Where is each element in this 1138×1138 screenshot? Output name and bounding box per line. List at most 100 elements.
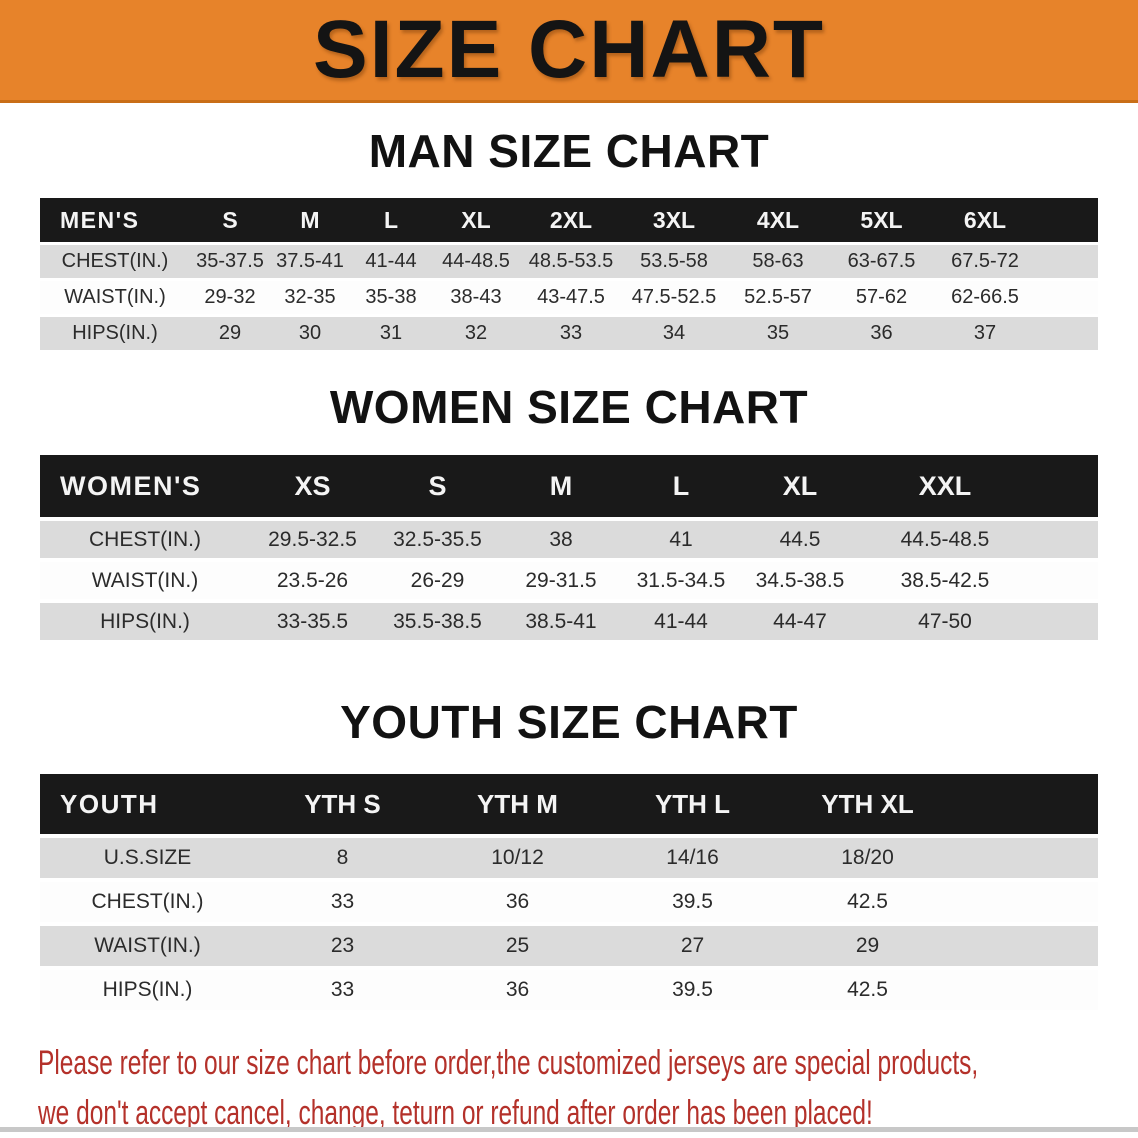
value-cell: 29 <box>190 317 270 350</box>
value-cell: 29.5-32.5 <box>250 521 375 558</box>
row-label: CHEST(IN.) <box>40 882 255 922</box>
value-cell: 29-31.5 <box>500 562 622 599</box>
value-cell: 41-44 <box>622 603 740 640</box>
size-header: 2XL <box>520 198 622 242</box>
spacer-cell <box>955 838 1098 878</box>
value-cell: 38-43 <box>432 281 520 314</box>
value-cell: 35-38 <box>350 281 432 314</box>
youth-section-heading: YOUTH SIZE CHART <box>340 696 798 748</box>
value-cell: 33 <box>255 882 430 922</box>
value-cell: 14/16 <box>605 838 780 878</box>
men-size-table: MEN'S S M L XL 2XL 3XL 4XL 5XL 6XL CHEST… <box>40 195 1098 353</box>
value-cell: 32 <box>432 317 520 350</box>
row-label: HIPS(IN.) <box>40 970 255 1010</box>
table-row: WAIST(IN.) 23 25 27 29 <box>40 926 1098 966</box>
size-header: S <box>375 455 500 517</box>
value-cell: 44.5-48.5 <box>860 521 1030 558</box>
spacer-cell <box>1030 455 1098 517</box>
size-header: 6XL <box>933 198 1037 242</box>
value-cell: 33 <box>255 970 430 1010</box>
value-cell: 57-62 <box>830 281 933 314</box>
value-cell: 44-48.5 <box>432 245 520 278</box>
value-cell: 27 <box>605 926 780 966</box>
value-cell: 33-35.5 <box>250 603 375 640</box>
value-cell: 10/12 <box>430 838 605 878</box>
value-cell: 36 <box>430 882 605 922</box>
table-row: CHEST(IN.) 29.5-32.5 32.5-35.5 38 41 44.… <box>40 521 1098 558</box>
disclaimer-note: Please refer to our size chart before or… <box>38 1038 1138 1138</box>
value-cell: 26-29 <box>375 562 500 599</box>
value-cell: 18/20 <box>780 838 955 878</box>
row-label: WAIST(IN.) <box>40 926 255 966</box>
page-title: SIZE CHART <box>313 4 825 95</box>
table-row: HIPS(IN.) 29 30 31 32 33 34 35 36 37 <box>40 317 1098 350</box>
table-row: HIPS(IN.) 33-35.5 35.5-38.5 38.5-41 41-4… <box>40 603 1098 640</box>
value-cell: 23 <box>255 926 430 966</box>
women-corner-label: WOMEN'S <box>40 455 250 517</box>
value-cell: 63-67.5 <box>830 245 933 278</box>
value-cell: 30 <box>270 317 350 350</box>
row-label: CHEST(IN.) <box>40 521 250 558</box>
size-header: XL <box>432 198 520 242</box>
men-header-row: MEN'S S M L XL 2XL 3XL 4XL 5XL 6XL <box>40 198 1098 242</box>
value-cell: 52.5-57 <box>726 281 830 314</box>
spacer-cell <box>1030 562 1098 599</box>
value-cell: 32.5-35.5 <box>375 521 500 558</box>
value-cell: 32-35 <box>270 281 350 314</box>
spacer-cell <box>955 970 1098 1010</box>
spacer-cell <box>1037 317 1098 350</box>
women-section-heading: WOMEN SIZE CHART <box>329 381 809 433</box>
value-cell: 23.5-26 <box>250 562 375 599</box>
value-cell: 38.5-42.5 <box>860 562 1030 599</box>
value-cell: 37.5-41 <box>270 245 350 278</box>
value-cell: 33 <box>520 317 622 350</box>
spacer-cell <box>955 926 1098 966</box>
value-cell: 35.5-38.5 <box>375 603 500 640</box>
size-header: XL <box>740 455 860 517</box>
disclaimer-line-1: Please refer to our size chart before or… <box>38 1044 979 1082</box>
size-header: YTH XL <box>780 774 955 834</box>
spacer-cell <box>1037 198 1098 242</box>
disclaimer-line-2: we don't accept cancel, change, teturn o… <box>38 1094 873 1132</box>
value-cell: 36 <box>430 970 605 1010</box>
row-label: CHEST(IN.) <box>40 245 190 278</box>
value-cell: 35-37.5 <box>190 245 270 278</box>
row-label: WAIST(IN.) <box>40 281 190 314</box>
size-header: YTH M <box>430 774 605 834</box>
value-cell: 29 <box>780 926 955 966</box>
value-cell: 67.5-72 <box>933 245 1037 278</box>
value-cell: 42.5 <box>780 970 955 1010</box>
table-row: CHEST(IN.) 35-37.5 37.5-41 41-44 44-48.5… <box>40 245 1098 278</box>
youth-size-table: YOUTH YTH S YTH M YTH L YTH XL U.S.SIZE … <box>40 770 1098 1014</box>
row-label: HIPS(IN.) <box>40 603 250 640</box>
value-cell: 37 <box>933 317 1037 350</box>
size-header: M <box>270 198 350 242</box>
value-cell: 53.5-58 <box>622 245 726 278</box>
value-cell: 34.5-38.5 <box>740 562 860 599</box>
value-cell: 47.5-52.5 <box>622 281 726 314</box>
size-header: S <box>190 198 270 242</box>
value-cell: 34 <box>622 317 726 350</box>
value-cell: 29-32 <box>190 281 270 314</box>
value-cell: 44-47 <box>740 603 860 640</box>
value-cell: 38 <box>500 521 622 558</box>
table-row: WAIST(IN.) 23.5-26 26-29 29-31.5 31.5-34… <box>40 562 1098 599</box>
size-header: L <box>350 198 432 242</box>
spacer-cell <box>955 774 1098 834</box>
youth-header-row: YOUTH YTH S YTH M YTH L YTH XL <box>40 774 1098 834</box>
value-cell: 48.5-53.5 <box>520 245 622 278</box>
size-chart-banner: SIZE CHART <box>0 0 1138 103</box>
men-section-heading: MAN SIZE CHART <box>368 125 770 177</box>
table-row: U.S.SIZE 8 10/12 14/16 18/20 <box>40 838 1098 878</box>
value-cell: 42.5 <box>780 882 955 922</box>
value-cell: 35 <box>726 317 830 350</box>
size-header: 4XL <box>726 198 830 242</box>
table-row: HIPS(IN.) 33 36 39.5 42.5 <box>40 970 1098 1010</box>
value-cell: 43-47.5 <box>520 281 622 314</box>
bottom-divider <box>0 1127 1138 1132</box>
women-header-row: WOMEN'S XS S M L XL XXL <box>40 455 1098 517</box>
size-header: L <box>622 455 740 517</box>
size-header: 5XL <box>830 198 933 242</box>
value-cell: 41 <box>622 521 740 558</box>
value-cell: 44.5 <box>740 521 860 558</box>
